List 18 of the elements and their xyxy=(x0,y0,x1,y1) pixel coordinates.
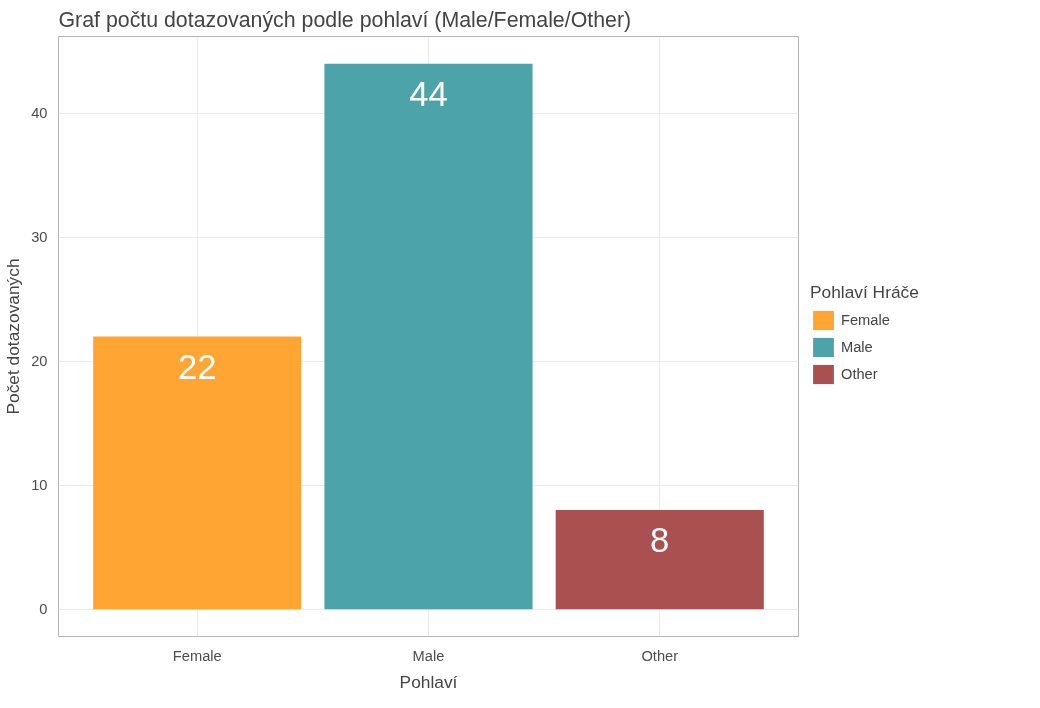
y-tick-label: 0 xyxy=(39,601,48,618)
data-label: 44 xyxy=(409,74,448,113)
legend-label: Male xyxy=(841,339,874,355)
data-label: 22 xyxy=(177,347,217,386)
y-tick-label: 30 xyxy=(31,229,48,246)
y-tick-label: 40 xyxy=(31,105,48,122)
y-tick-label: 10 xyxy=(31,477,48,494)
y-tick-label: 20 xyxy=(31,353,48,370)
x-tick-label: Other xyxy=(641,647,679,664)
legend-label: Other xyxy=(841,366,879,382)
x-tick-label: Female xyxy=(172,647,222,664)
chart-title: Graf počtu dotazovaných podle pohlaví (Male/Female/Other) xyxy=(58,7,632,32)
y-axis-title: Počet dotazovaných xyxy=(3,258,24,415)
data-label: 8 xyxy=(650,521,670,560)
legend-label: Female xyxy=(841,312,891,328)
x-tick-label: Male xyxy=(412,647,445,664)
legend-title: Pohlaví Hráče xyxy=(810,282,919,303)
x-axis-title: Pohlaví xyxy=(399,671,458,692)
